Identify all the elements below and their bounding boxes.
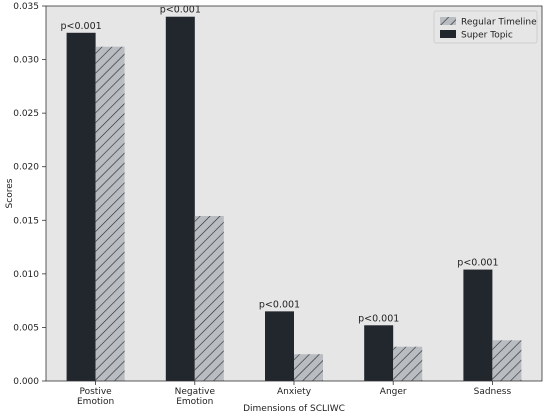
y-tick-label: 0.025 bbox=[13, 109, 39, 119]
bar-regular-timeline bbox=[294, 354, 323, 381]
x-tick-label: Anger bbox=[380, 387, 407, 397]
bar-super-topic bbox=[165, 16, 195, 381]
y-axis: 0.000 0.005 0.010 0.015 0.020 0.025 0.030 0.035 bbox=[13, 2, 46, 387]
y-tick-label: 0.010 bbox=[13, 270, 39, 280]
legend-swatch bbox=[440, 30, 456, 38]
bar-regular-timeline bbox=[194, 216, 224, 381]
p-value-annotation: p<0.001 bbox=[457, 258, 498, 269]
bar-super-topic bbox=[463, 269, 493, 381]
bar-super-topic bbox=[364, 325, 394, 381]
y-tick-label: 0.020 bbox=[13, 163, 39, 173]
x-tick-label: Postive bbox=[79, 387, 112, 397]
legend-label: Super Topic bbox=[461, 31, 513, 41]
bar-regular-timeline bbox=[95, 46, 125, 381]
bar-regular-timeline bbox=[492, 340, 522, 381]
x-axis-label: Dimensions of SCLIWC bbox=[243, 404, 345, 414]
x-tick-label: Negative bbox=[175, 387, 216, 397]
plot-frame bbox=[45, 5, 543, 382]
p-value-annotation: p<0.001 bbox=[160, 5, 201, 16]
bar-super-topic bbox=[66, 32, 96, 382]
p-value-annotation: p<0.001 bbox=[259, 299, 300, 310]
bar-super-topic bbox=[265, 311, 294, 381]
x-tick-label: Anxiety bbox=[277, 387, 312, 397]
x-tick-label: Emotion bbox=[77, 397, 114, 407]
y-tick-label: 0.015 bbox=[13, 216, 39, 226]
legend-box bbox=[433, 10, 538, 44]
y-tick-label: 0.030 bbox=[13, 56, 39, 66]
y-tick-label: 0.035 bbox=[13, 2, 39, 12]
bars bbox=[66, 16, 522, 382]
legend-label: Regular Timeline bbox=[461, 18, 537, 28]
p-value-annotation: p<0.001 bbox=[61, 21, 102, 32]
y-tick-label: 0.005 bbox=[13, 323, 39, 333]
y-axis-label: Scores bbox=[5, 178, 15, 208]
bar-regular-timeline bbox=[393, 346, 423, 381]
x-tick-label: Emotion bbox=[176, 397, 213, 407]
legend: Regular Timeline Super Topic bbox=[433, 10, 538, 44]
y-tick-label: 0.000 bbox=[13, 377, 39, 387]
p-value-annotation: p<0.001 bbox=[358, 313, 399, 324]
annotations: p<0.001 p<0.001 p<0.001 p<0.001 p<0.001 bbox=[61, 5, 499, 325]
legend-swatch bbox=[440, 17, 456, 25]
x-tick-label: Sadness bbox=[474, 387, 512, 397]
